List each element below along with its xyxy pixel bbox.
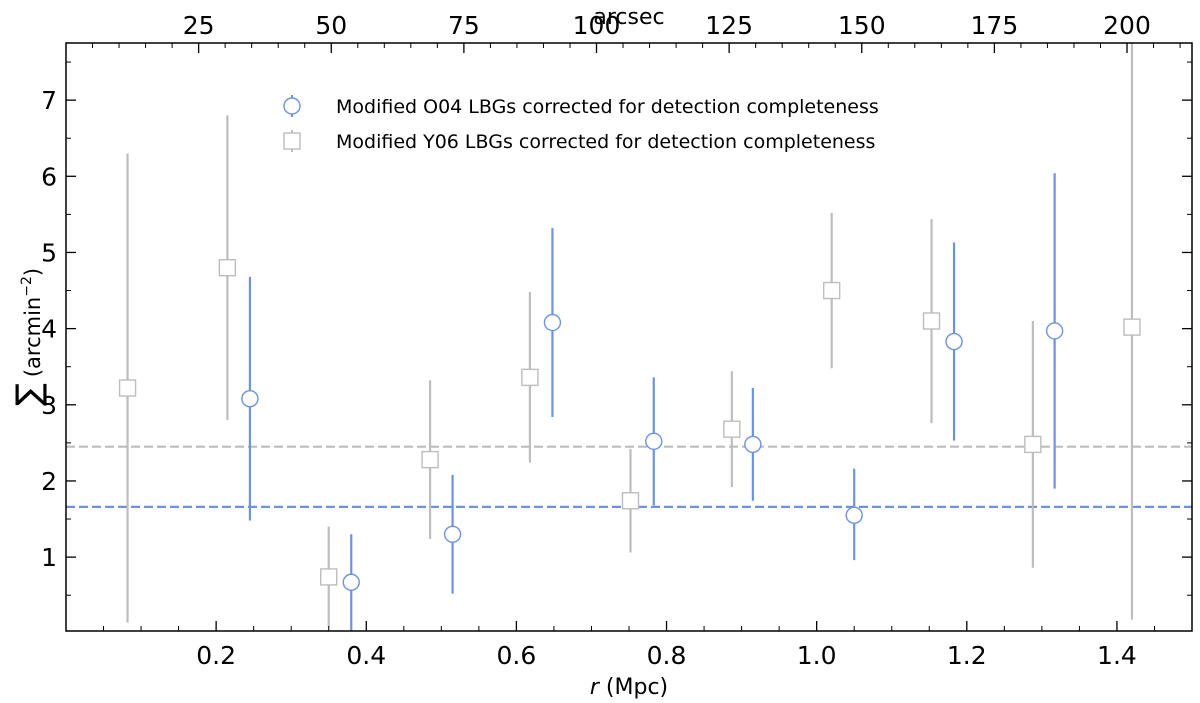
legend-marker-circle — [283, 97, 301, 115]
marker-square — [421, 450, 439, 469]
marker-square — [118, 379, 137, 397]
top-tick-label: 200 — [1103, 11, 1151, 40]
marker-circle — [845, 506, 863, 524]
marker-square — [320, 568, 338, 586]
y-axis-label-close: ) — [21, 268, 45, 276]
marker-square — [1024, 435, 1042, 454]
top-tick-label: 150 — [838, 11, 886, 40]
data-layer — [118, 43, 1141, 631]
plot-frame — [65, 42, 1193, 632]
marker-circle — [241, 389, 259, 408]
x-tick-label: 0.8 — [647, 641, 687, 670]
legend-marker-square — [283, 132, 301, 150]
data-point-square — [118, 153, 137, 623]
marker-square — [521, 368, 539, 387]
x-axis-label-unit: (Mpc) — [599, 675, 668, 700]
data-point-circle — [543, 228, 562, 417]
marker-circle — [1045, 322, 1064, 340]
x-tick-label: 1.4 — [1097, 641, 1137, 670]
marker-square — [723, 420, 741, 438]
data-point-square — [723, 371, 741, 488]
data-point-square — [218, 115, 237, 421]
data-point-square — [621, 448, 640, 553]
marker-square — [621, 492, 640, 510]
data-point-circle — [845, 468, 863, 561]
marker-square — [218, 258, 237, 277]
data-point-circle — [744, 388, 762, 501]
legend: Modified O04 LBGs corrected for detectio… — [283, 95, 879, 153]
legend-label: Modified O04 LBGs corrected for detectio… — [336, 96, 879, 118]
legend-item: Modified Y06 LBGs corrected for detectio… — [283, 130, 875, 153]
marker-circle — [945, 332, 963, 351]
x-tick-label: 0.2 — [196, 641, 236, 670]
y-axis-label-exponent: −2 — [19, 276, 35, 297]
y-tick-label: 7 — [41, 86, 57, 115]
top-tick-label: 100 — [573, 11, 621, 40]
top-tick-label: 125 — [705, 11, 753, 40]
data-point-square — [1123, 43, 1141, 620]
data-point-circle — [1045, 173, 1064, 489]
marker-circle — [645, 432, 663, 451]
y-tick-label: 1 — [41, 543, 57, 572]
data-point-circle — [241, 276, 259, 521]
x-axis-label: r (Mpc) — [590, 675, 668, 700]
data-point-square — [922, 218, 941, 424]
data-point-circle — [945, 242, 963, 441]
data-point-square — [1024, 321, 1042, 568]
data-point-circle — [342, 534, 360, 631]
data-point-circle — [443, 474, 462, 594]
x-tick-label: 0.4 — [346, 641, 386, 670]
y-axis-label: ∑ (arcmin−2) — [9, 268, 49, 406]
marker-circle — [342, 573, 360, 591]
x-tick-label: 0.6 — [497, 641, 537, 670]
marker-circle — [744, 435, 762, 454]
x-tick-label: 1.2 — [947, 641, 987, 670]
top-tick-label: 75 — [448, 11, 480, 40]
data-point-square — [320, 526, 338, 628]
data-point-square — [822, 212, 841, 369]
x-axis-label-symbol: r — [590, 675, 601, 700]
data-point-square — [421, 380, 439, 539]
y-tick-label: 3 — [41, 391, 57, 420]
marker-circle — [543, 313, 562, 332]
y-tick-label: 6 — [41, 162, 57, 191]
legend-item: Modified O04 LBGs corrected for detectio… — [283, 95, 879, 118]
y-tick-label: 5 — [41, 238, 57, 267]
svg-text:∑(arcmin−2): ∑ (arcmin−2) — [9, 268, 49, 406]
top-tick-label: 50 — [315, 11, 347, 40]
marker-square — [922, 312, 941, 330]
top-axis-label: arcsec — [593, 5, 664, 30]
legend-label: Modified Y06 LBGs corrected for detectio… — [336, 131, 875, 153]
marker-square — [822, 281, 841, 300]
x-tick-label: 1.0 — [797, 641, 837, 670]
top-tick-label: 25 — [183, 11, 215, 40]
top-tick-label: 175 — [971, 11, 1019, 40]
y-tick-label: 2 — [41, 467, 57, 496]
marker-square — [1123, 318, 1141, 336]
data-point-square — [521, 292, 539, 463]
ticks-layer: 0.2 0.4 0.6 0.8 1.0 1.2 1.425 50 75 100 125 150 175 2… — [41, 11, 1192, 670]
marker-circle — [443, 525, 462, 543]
y-tick-label: 4 — [41, 315, 57, 344]
y-axis-label-symbol: ∑ — [9, 383, 49, 406]
y-axis-label-unit: (arcmin — [21, 297, 45, 377]
data-point-circle — [645, 377, 663, 506]
